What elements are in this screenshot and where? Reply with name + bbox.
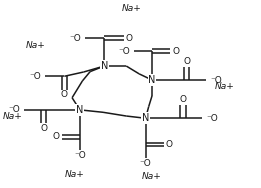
Text: N: N: [148, 75, 156, 85]
Text: O: O: [40, 124, 47, 133]
Text: ⁻O: ⁻O: [210, 76, 222, 84]
Text: O: O: [180, 95, 186, 104]
Text: Na+: Na+: [3, 112, 23, 121]
Text: O: O: [172, 47, 179, 56]
Text: Na+: Na+: [122, 4, 141, 13]
Text: O: O: [166, 140, 173, 149]
Text: O: O: [183, 57, 190, 66]
Text: ⁻O: ⁻O: [74, 151, 86, 160]
Text: O: O: [61, 90, 68, 99]
Text: Na+: Na+: [26, 41, 46, 50]
Text: O: O: [126, 33, 133, 42]
Text: Na+: Na+: [142, 172, 162, 181]
Text: ⁻O: ⁻O: [69, 33, 81, 42]
Text: ⁻O: ⁻O: [9, 105, 20, 114]
Text: N: N: [142, 113, 149, 123]
Text: ⁻O: ⁻O: [118, 47, 130, 56]
Text: Na+: Na+: [214, 82, 234, 91]
Text: N: N: [101, 61, 108, 71]
Text: O: O: [53, 132, 60, 141]
Text: ⁻O: ⁻O: [29, 72, 41, 81]
Text: ⁻O: ⁻O: [206, 114, 218, 123]
Text: ⁻O: ⁻O: [140, 158, 151, 168]
Text: Na+: Na+: [65, 170, 85, 179]
Text: N: N: [76, 105, 84, 115]
